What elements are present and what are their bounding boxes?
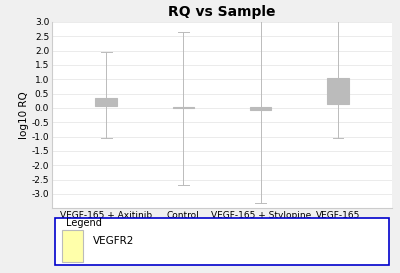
- PathPatch shape: [327, 78, 349, 103]
- Title: RQ vs Sample: RQ vs Sample: [168, 5, 276, 19]
- Y-axis label: log10 RQ: log10 RQ: [19, 91, 29, 139]
- Text: VEGFR2: VEGFR2: [93, 236, 134, 246]
- PathPatch shape: [95, 98, 117, 106]
- PathPatch shape: [250, 107, 272, 110]
- Bar: [62, 230, 82, 262]
- FancyBboxPatch shape: [55, 218, 389, 265]
- Text: Legend: Legend: [66, 218, 102, 228]
- X-axis label: Sample: Sample: [202, 233, 242, 243]
- PathPatch shape: [172, 107, 194, 108]
